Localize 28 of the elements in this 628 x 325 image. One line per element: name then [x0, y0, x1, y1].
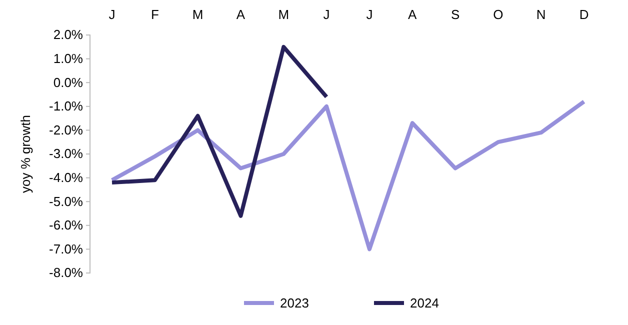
y-tick-label: -4.0% — [49, 170, 84, 185]
x-tick-label: N — [536, 7, 546, 22]
y-tick-label: -7.0% — [49, 241, 84, 256]
x-tick-label: J — [323, 7, 330, 22]
x-tick-label: A — [408, 7, 418, 22]
legend-label: 2023 — [280, 296, 309, 311]
x-tick-label: J — [108, 7, 116, 22]
line-series — [110, 44, 329, 218]
y-tick-label: -6.0% — [49, 218, 84, 233]
y-tick-label: 2.0% — [53, 27, 84, 42]
y-tick-label: -8.0% — [49, 265, 84, 280]
y-tick-label: 0.0% — [53, 74, 84, 90]
y-tick-label: -1.0% — [49, 98, 84, 114]
y-tick-label: 1.0% — [53, 50, 84, 66]
y-axis-title: yoy % growth — [18, 114, 33, 194]
y-tick-label: -5.0% — [49, 194, 84, 209]
x-tick-label: M — [192, 7, 204, 22]
x-tick-label: S — [450, 7, 460, 22]
x-tick-label: J — [366, 7, 373, 22]
y-tick-label: -2.0% — [49, 122, 84, 138]
x-tick-label: F — [150, 7, 159, 22]
y-tick-label: -3.0% — [49, 146, 84, 162]
x-tick-label: M — [278, 7, 290, 22]
x-tick-label: A — [236, 7, 246, 22]
x-tick-label: D — [579, 7, 589, 22]
x-tick-label: O — [493, 7, 504, 22]
line-series — [110, 100, 586, 252]
legend-label: 2024 — [410, 296, 439, 311]
